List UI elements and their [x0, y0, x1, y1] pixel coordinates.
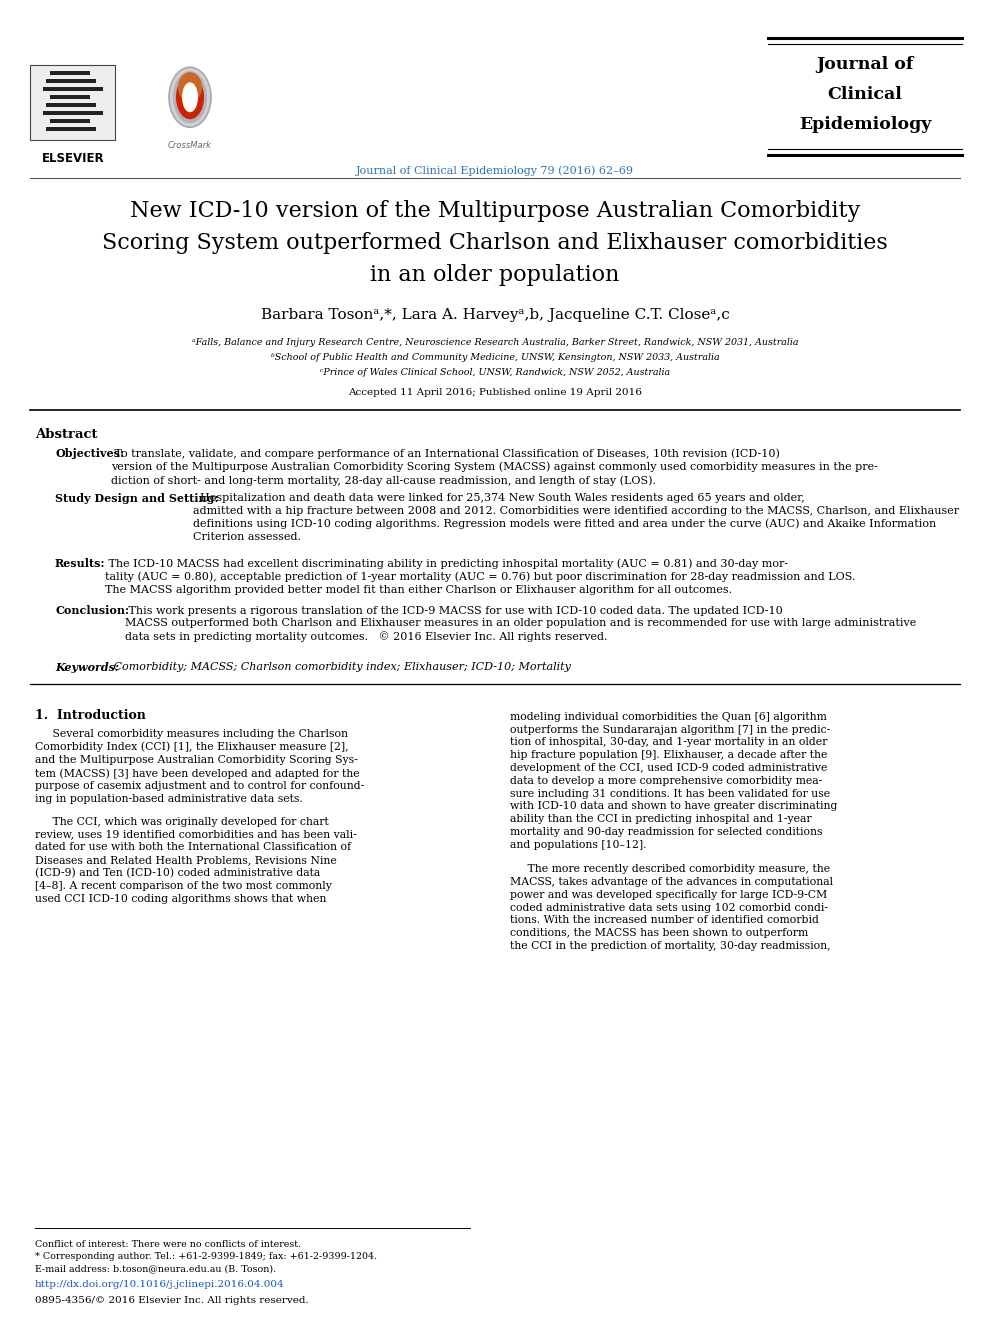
Bar	[30, 65, 115, 140]
Text: Scoring System outperformed Charlson and Elixhauser comorbidities: Scoring System outperformed Charlson and…	[102, 232, 888, 253]
Text: Results:: Results:	[55, 558, 106, 569]
Text: in an older population: in an older population	[370, 264, 620, 286]
Text: Journal of: Journal of	[817, 55, 914, 73]
Text: ᵃFalls, Balance and Injury Research Centre, Neuroscience Research Australia, Bar: ᵃFalls, Balance and Injury Research Cent…	[192, 338, 798, 347]
Text: * Corresponding author. Tel.: +61-2-9399-1849; fax: +61-2-9399-1204.: * Corresponding author. Tel.: +61-2-9399…	[35, 1251, 377, 1261]
Text: Comorbidity; MACSS; Charlson comorbidity index; Elixhauser; ICD-10; Mortality: Comorbidity; MACSS; Charlson comorbidity…	[110, 661, 571, 672]
Text: Hospitalization and death data were linked for 25,374 New South Wales residents : Hospitalization and death data were link…	[193, 492, 959, 543]
Text: Keywords:: Keywords:	[55, 661, 119, 673]
Text: The more recently described comorbidity measure, the
MACSS, takes advantage of t: The more recently described comorbidity …	[510, 865, 834, 950]
Text: This work presents a rigorous translation of the ICD-9 MACSS for use with ICD-10: This work presents a rigorous translatio…	[125, 606, 917, 642]
Bar	[43, 111, 103, 115]
Ellipse shape	[169, 67, 211, 127]
Text: The ICD-10 MACSS had excellent discriminating ability in predicting inhospital m: The ICD-10 MACSS had excellent discrimin…	[105, 558, 855, 595]
Bar	[43, 87, 103, 91]
Text: ᵇSchool of Public Health and Community Medicine, UNSW, Kensington, NSW 2033, Aus: ᵇSchool of Public Health and Community M…	[270, 352, 720, 362]
Bar	[46, 127, 96, 131]
Text: CrossMark: CrossMark	[168, 141, 212, 150]
Text: 1.  Introduction: 1. Introduction	[35, 709, 146, 722]
Text: Conflict of interest: There were no conflicts of interest.: Conflict of interest: There were no conf…	[35, 1239, 301, 1249]
Text: ᶜPrince of Wales Clinical School, UNSW, Randwick, NSW 2052, Australia: ᶜPrince of Wales Clinical School, UNSW, …	[320, 368, 670, 378]
Text: Abstract: Abstract	[35, 428, 97, 441]
Text: New ICD-10 version of the Multipurpose Australian Comorbidity: New ICD-10 version of the Multipurpose A…	[130, 201, 860, 222]
Text: http://dx.doi.org/10.1016/j.jclinepi.2016.04.004: http://dx.doi.org/10.1016/j.jclinepi.201…	[35, 1280, 285, 1290]
Ellipse shape	[176, 75, 204, 119]
Text: Journal of Clinical Epidemiology 79 (2016) 62–69: Journal of Clinical Epidemiology 79 (201…	[356, 165, 634, 176]
Bar	[46, 103, 96, 107]
Ellipse shape	[173, 71, 207, 123]
Bar	[50, 95, 90, 99]
Bar	[46, 79, 96, 83]
Text: Objectives:: Objectives:	[55, 447, 124, 459]
Bar	[50, 71, 90, 75]
Text: Several comorbidity measures including the Charlson
Comorbidity Index (CCI) [1],: Several comorbidity measures including t…	[35, 729, 364, 804]
Text: The CCI, which was originally developed for chart
review, uses 19 identified com: The CCI, which was originally developed …	[35, 817, 356, 904]
Ellipse shape	[182, 82, 198, 112]
Text: Epidemiology: Epidemiology	[799, 116, 932, 133]
Polygon shape	[185, 90, 195, 106]
Text: 0895-4356/© 2016 Elsevier Inc. All rights reserved.: 0895-4356/© 2016 Elsevier Inc. All right…	[35, 1296, 309, 1305]
Text: Barbara Tosonᵃ,*, Lara A. Harveyᵃ,b, Jacqueline C.T. Closeᵃ,c: Barbara Tosonᵃ,*, Lara A. Harveyᵃ,b, Jac…	[260, 308, 730, 322]
Text: modeling individual comorbidities the Quan [6] algorithm
outperforms the Sundara: modeling individual comorbidities the Qu…	[510, 711, 838, 850]
Text: Conclusion:: Conclusion:	[55, 606, 129, 616]
Ellipse shape	[178, 73, 202, 102]
Text: ELSEVIER: ELSEVIER	[42, 152, 104, 165]
Text: Clinical: Clinical	[828, 86, 903, 103]
Bar	[50, 119, 90, 123]
Text: Study Design and Setting:: Study Design and Setting:	[55, 492, 219, 504]
Text: To translate, validate, and compare performance of an International Classificati: To translate, validate, and compare perf…	[111, 447, 878, 486]
Text: E-mail address: b.toson@neura.edu.au (B. Toson).: E-mail address: b.toson@neura.edu.au (B.…	[35, 1265, 276, 1272]
Text: Accepted 11 April 2016; Published online 19 April 2016: Accepted 11 April 2016; Published online…	[348, 388, 642, 397]
